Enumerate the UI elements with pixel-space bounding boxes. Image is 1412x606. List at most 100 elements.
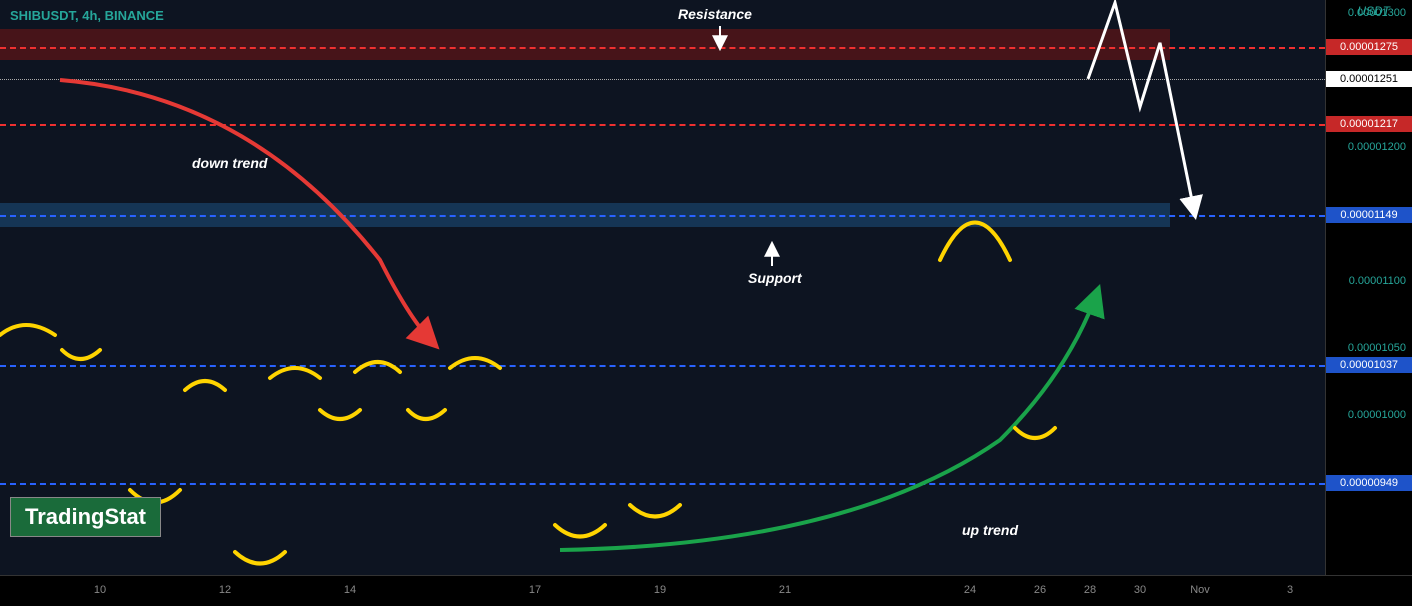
candlestick <box>262 0 269 575</box>
time-tick: 3 <box>1287 584 1293 596</box>
candlestick <box>722 0 729 575</box>
candlestick <box>212 0 219 575</box>
time-tick: 14 <box>344 584 356 596</box>
candlestick <box>442 0 449 575</box>
candlestick <box>152 0 159 575</box>
time-tick: 24 <box>964 584 976 596</box>
candlestick <box>72 0 79 575</box>
candlestick <box>712 0 719 575</box>
candlestick <box>1082 0 1089 575</box>
candlestick <box>972 0 979 575</box>
candlestick <box>232 0 239 575</box>
candlestick <box>1052 0 1059 575</box>
price-tick: 0.00001100 <box>1349 275 1406 287</box>
candlestick <box>862 0 869 575</box>
candlestick <box>1012 0 1019 575</box>
candlestick <box>802 0 809 575</box>
candlestick <box>782 0 789 575</box>
price-level-box: 0.00001217 <box>1326 116 1412 132</box>
candlestick <box>772 0 779 575</box>
time-tick: Nov <box>1190 584 1210 596</box>
candlestick <box>242 0 249 575</box>
candlestick <box>512 0 519 575</box>
candlestick <box>252 0 259 575</box>
candlestick <box>62 0 69 575</box>
time-tick: 19 <box>654 584 666 596</box>
candlestick <box>172 0 179 575</box>
candlestick <box>402 0 409 575</box>
candlestick <box>962 0 969 575</box>
candlestick <box>82 0 89 575</box>
candlestick <box>852 0 859 575</box>
candlestick <box>332 0 339 575</box>
candlestick <box>1022 0 1029 575</box>
candlestick <box>372 0 379 575</box>
candlestick <box>422 0 429 575</box>
price-axis: USDT 0.000013000.000012000.000011000.000… <box>1325 0 1412 575</box>
candlestick <box>942 0 949 575</box>
candlestick <box>112 0 119 575</box>
candlestick <box>1072 0 1079 575</box>
candlestick <box>132 0 139 575</box>
candlestick <box>652 0 659 575</box>
candlestick <box>582 0 589 575</box>
candlestick <box>192 0 199 575</box>
candlestick <box>632 0 639 575</box>
candlestick <box>622 0 629 575</box>
candlestick <box>182 0 189 575</box>
candlestick <box>462 0 469 575</box>
candlestick <box>882 0 889 575</box>
annotation-label: up trend <box>962 522 1018 538</box>
time-tick: 28 <box>1084 584 1096 596</box>
candlestick <box>602 0 609 575</box>
candlestick <box>122 0 129 575</box>
annotation-label: Support <box>748 270 802 286</box>
candlestick <box>492 0 499 575</box>
candlestick <box>612 0 619 575</box>
candlestick <box>552 0 559 575</box>
candlestick <box>752 0 759 575</box>
annotation-label: down trend <box>192 155 267 171</box>
candlestick <box>1002 0 1009 575</box>
candlestick <box>102 0 109 575</box>
candlestick <box>382 0 389 575</box>
candlestick <box>352 0 359 575</box>
chart-plot-area[interactable]: SHIBUSDT, 4h, BINANCE TradingStat Resist… <box>0 0 1325 575</box>
candlestick <box>502 0 509 575</box>
candlestick <box>312 0 319 575</box>
annotation-label: Resistance <box>678 6 752 22</box>
candlestick <box>732 0 739 575</box>
candlestick <box>482 0 489 575</box>
candlestick <box>662 0 669 575</box>
price-level-box: 0.00001037 <box>1326 357 1412 373</box>
time-tick: 30 <box>1134 584 1146 596</box>
candlestick <box>92 0 99 575</box>
candlestick <box>1042 0 1049 575</box>
candlestick <box>532 0 539 575</box>
candlestick <box>792 0 799 575</box>
candlestick <box>272 0 279 575</box>
candlestick <box>392 0 399 575</box>
candlestick <box>762 0 769 575</box>
brand-logo: TradingStat <box>10 497 161 537</box>
candlestick <box>902 0 909 575</box>
candlestick <box>542 0 549 575</box>
candlestick <box>912 0 919 575</box>
candlestick <box>892 0 899 575</box>
candlestick <box>432 0 439 575</box>
candlestick <box>522 0 529 575</box>
chart-container: SHIBUSDT, 4h, BINANCE TradingStat Resist… <box>0 0 1412 606</box>
price-level-box: 0.00001149 <box>1326 207 1412 223</box>
candlestick <box>922 0 929 575</box>
candlestick <box>322 0 329 575</box>
candlestick <box>302 0 309 575</box>
candlestick <box>992 0 999 575</box>
candlestick <box>832 0 839 575</box>
candlestick <box>1062 0 1069 575</box>
candlestick <box>592 0 599 575</box>
candlestick <box>572 0 579 575</box>
candlestick <box>982 0 989 575</box>
candlestick <box>142 0 149 575</box>
price-tick: 0.00001300 <box>1348 7 1406 19</box>
candlestick <box>562 0 569 575</box>
